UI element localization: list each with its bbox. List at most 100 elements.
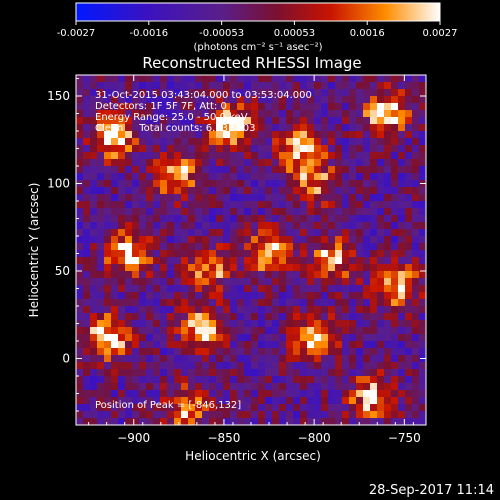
heatmap-pixel (153, 75, 161, 83)
heatmap-pixel (265, 194, 273, 202)
heatmap-pixel (181, 320, 189, 328)
heatmap-pixel (139, 285, 147, 293)
heatmap-pixel (195, 243, 203, 251)
heatmap-pixel (181, 152, 189, 160)
heatmap-pixel (216, 201, 224, 209)
heatmap-pixel (111, 292, 119, 300)
heatmap-pixel (104, 75, 112, 83)
heatmap-pixel (286, 306, 294, 314)
heatmap-pixel (97, 201, 105, 209)
heatmap-pixel (90, 299, 98, 307)
heatmap-pixel (202, 208, 210, 216)
heatmap-pixel (181, 229, 189, 237)
heatmap-pixel (314, 152, 322, 160)
heatmap-pixel (118, 229, 126, 237)
heatmap-pixel (370, 299, 378, 307)
heatmap-pixel (237, 369, 245, 377)
heatmap-pixel (237, 194, 245, 202)
heatmap-pixel (223, 369, 231, 377)
heatmap-pixel (405, 271, 413, 279)
heatmap-pixel (223, 166, 231, 174)
heatmap-pixel (286, 341, 294, 349)
heatmap-pixel (132, 75, 140, 83)
heatmap-pixel (216, 96, 224, 104)
heatmap-pixel (321, 257, 329, 265)
heatmap-pixel (391, 306, 399, 314)
heatmap-pixel (174, 313, 182, 321)
heatmap-pixel (153, 110, 161, 118)
heatmap-pixel (321, 341, 329, 349)
heatmap-pixel (139, 236, 147, 244)
heatmap-pixel (153, 89, 161, 97)
heatmap-pixel (188, 383, 196, 391)
heatmap-pixel (104, 411, 112, 419)
heatmap-pixel (223, 89, 231, 97)
heatmap-pixel (118, 89, 126, 97)
heatmap-pixel (153, 194, 161, 202)
heatmap-pixel (216, 131, 224, 139)
heatmap-pixel (160, 397, 168, 405)
heatmap-pixel (76, 103, 84, 111)
heatmap-pixel (230, 173, 238, 181)
heatmap-pixel (223, 397, 231, 405)
heatmap-pixel (349, 103, 357, 111)
heatmap-pixel (244, 327, 252, 335)
heatmap-pixel (405, 348, 413, 356)
heatmap-pixel (209, 110, 217, 118)
heatmap-pixel (195, 271, 203, 279)
heatmap-pixel (419, 418, 426, 425)
heatmap-pixel (314, 250, 322, 258)
heatmap-pixel (223, 124, 231, 132)
heatmap-pixel (76, 222, 84, 230)
heatmap-pixel (125, 145, 133, 153)
heatmap-pixel (153, 418, 161, 425)
heatmap-pixel (230, 194, 238, 202)
heatmap-pixel (104, 152, 112, 160)
heatmap-pixel (342, 292, 350, 300)
heatmap-pixel (90, 82, 98, 90)
heatmap-pixel (111, 124, 119, 132)
heatmap-pixel (83, 369, 91, 377)
heatmap-pixel (391, 215, 399, 223)
heatmap-pixel (258, 327, 266, 335)
heatmap-pixel (181, 201, 189, 209)
heatmap-pixel (321, 82, 329, 90)
heatmap-pixel (321, 285, 329, 293)
heatmap-pixel (125, 306, 133, 314)
heatmap-pixel (293, 173, 301, 181)
heatmap-pixel (328, 313, 336, 321)
heatmap-pixel (181, 404, 189, 412)
heatmap-pixel (314, 292, 322, 300)
heatmap-pixel (90, 96, 98, 104)
heatmap-pixel (139, 159, 147, 167)
heatmap-pixel (412, 376, 420, 384)
heatmap-pixel (342, 299, 350, 307)
heatmap-pixel (335, 236, 343, 244)
heatmap-pixel (265, 229, 273, 237)
heatmap-pixel (83, 75, 91, 83)
heatmap-pixel (118, 194, 126, 202)
heatmap-pixel (160, 250, 168, 258)
heatmap-pixel (412, 152, 420, 160)
heatmap-pixel (111, 264, 119, 272)
heatmap-pixel (216, 404, 224, 412)
heatmap-pixel (76, 404, 84, 412)
heatmap-pixel (216, 397, 224, 405)
heatmap-pixel (132, 390, 140, 398)
heatmap-pixel (328, 152, 336, 160)
heatmap-pixel (132, 243, 140, 251)
heatmap-pixel (370, 250, 378, 258)
heatmap-pixel (328, 306, 336, 314)
heatmap-pixel (356, 117, 364, 125)
heatmap-pixel (83, 292, 91, 300)
heatmap-pixel (230, 397, 238, 405)
heatmap-pixel (279, 131, 287, 139)
heatmap-pixel (363, 194, 371, 202)
heatmap-pixel (412, 362, 420, 370)
heatmap-pixel (139, 117, 147, 125)
heatmap-pixel (160, 341, 168, 349)
heatmap-pixel (139, 383, 147, 391)
heatmap-pixel (279, 75, 287, 83)
heatmap-pixel (286, 208, 294, 216)
heatmap-pixel (279, 320, 287, 328)
